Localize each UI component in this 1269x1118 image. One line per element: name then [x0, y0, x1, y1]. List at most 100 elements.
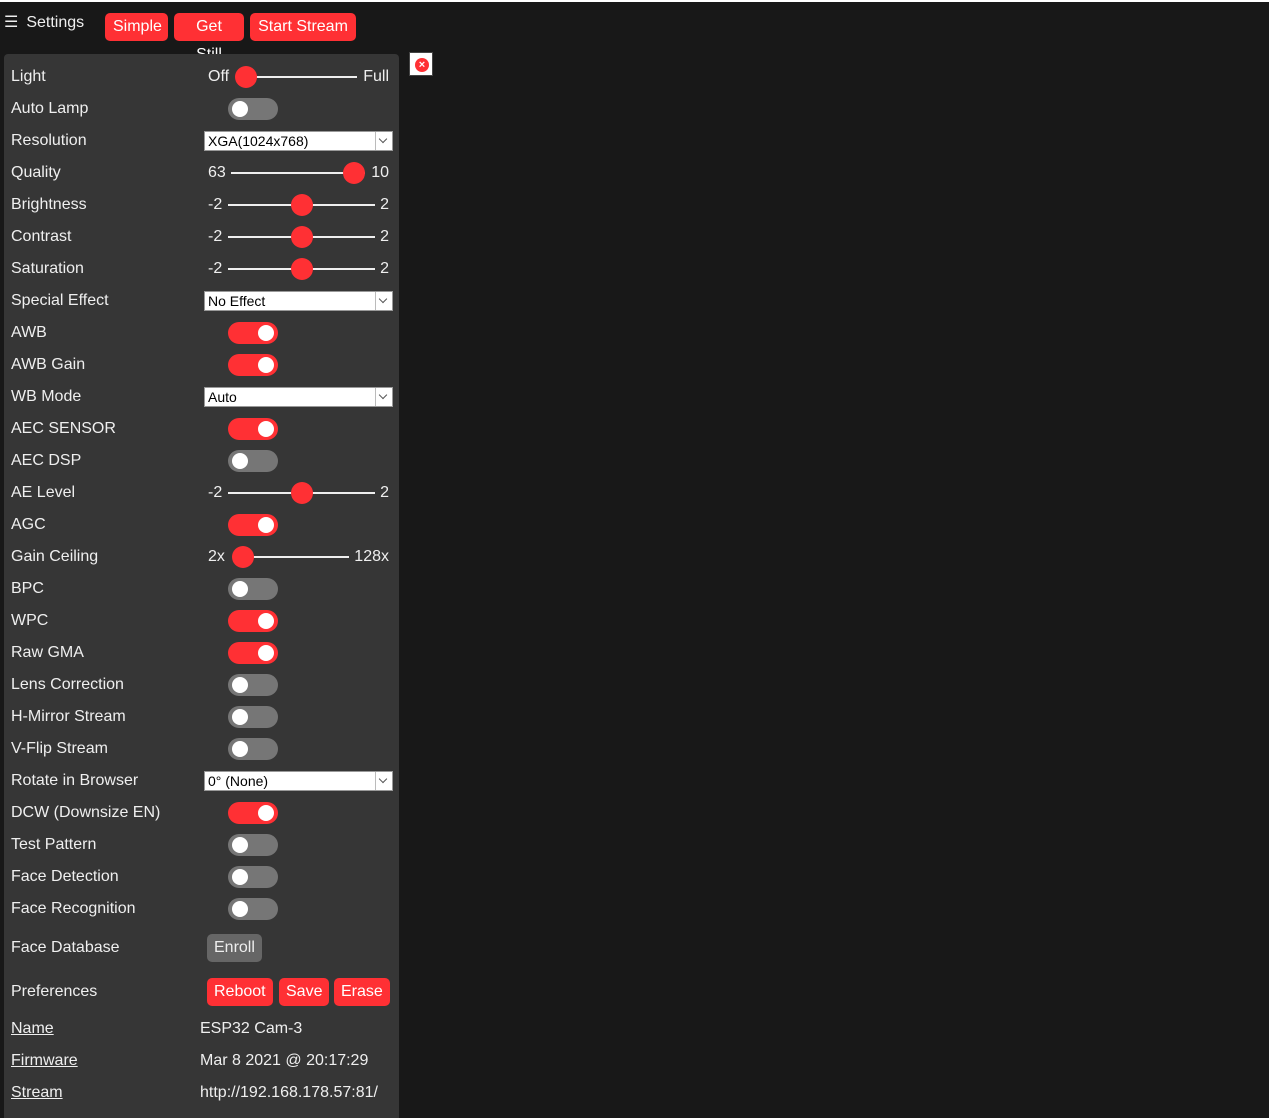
rotate-value: 0° (None) — [208, 773, 269, 789]
face-database-label: Face Database — [11, 939, 120, 956]
settings-toggle[interactable]: ☰ Settings — [4, 13, 84, 33]
firmware-value: Mar 8 2021 @ 20:17:29 — [200, 1052, 369, 1069]
stream-row: Stream http://192.168.178.57:81/ — [11, 1077, 393, 1109]
light-row: Light Off Full — [11, 61, 393, 93]
wb-mode-row: WB Mode Auto — [11, 381, 393, 413]
stream-link[interactable]: Stream — [11, 1084, 63, 1101]
aec-dsp-label: AEC DSP — [11, 452, 82, 469]
aec-sensor-label: AEC SENSOR — [11, 420, 116, 437]
get-still-button[interactable]: Get Still — [174, 13, 244, 63]
wpc-row: WPC — [11, 605, 393, 637]
start-stream-button[interactable]: Start Stream — [250, 13, 356, 41]
raw-gma-toggle[interactable] — [228, 642, 278, 664]
awb-gain-toggle[interactable] — [228, 354, 278, 376]
wb-mode-value: Auto — [208, 389, 237, 405]
awb-toggle[interactable] — [228, 322, 278, 344]
chevron-down-icon — [375, 772, 392, 790]
aec-dsp-row: AEC DSP — [11, 445, 393, 477]
gain-ceiling-track — [234, 556, 349, 558]
saturation-row: Saturation -2 2 — [11, 253, 393, 285]
brightness-thumb[interactable] — [291, 194, 313, 216]
brightness-min: -2 — [208, 196, 223, 213]
dcw-toggle[interactable] — [228, 802, 278, 824]
preferences-row: Preferences Reboot Save Erase — [11, 976, 393, 1008]
saturation-slider[interactable]: -2 2 — [204, 253, 393, 285]
contrast-slider[interactable]: -2 2 — [204, 221, 393, 253]
bpc-label: BPC — [11, 580, 44, 597]
gain-ceiling-thumb[interactable] — [232, 546, 254, 568]
v-flip-label: V-Flip Stream — [11, 740, 108, 757]
test-pattern-toggle[interactable] — [228, 834, 278, 856]
close-stream-button[interactable]: × — [409, 52, 433, 76]
aec-sensor-row: AEC SENSOR — [11, 413, 393, 445]
resolution-select[interactable]: XGA(1024x768) — [204, 131, 393, 151]
firmware-link[interactable]: Firmware — [11, 1052, 78, 1069]
wpc-label: WPC — [11, 612, 49, 629]
test-pattern-row: Test Pattern — [11, 829, 393, 861]
lens-correction-row: Lens Correction — [11, 669, 393, 701]
special-effect-select[interactable]: No Effect — [204, 291, 393, 311]
saturation-thumb[interactable] — [291, 258, 313, 280]
quality-max: 10 — [371, 164, 389, 181]
light-label: Light — [11, 68, 46, 85]
aec-sensor-toggle[interactable] — [228, 418, 278, 440]
toggle-knob — [232, 101, 248, 117]
ae-level-row: AE Level -2 2 — [11, 477, 393, 509]
wb-mode-select[interactable]: Auto — [204, 387, 393, 407]
brightness-row: Brightness -2 2 — [11, 189, 393, 221]
resolution-value: XGA(1024x768) — [208, 133, 309, 149]
contrast-thumb[interactable] — [291, 226, 313, 248]
face-detection-row: Face Detection — [11, 861, 393, 893]
v-flip-toggle[interactable] — [228, 738, 278, 760]
ae-level-thumb[interactable] — [291, 482, 313, 504]
toggle-knob — [258, 421, 274, 437]
name-link[interactable]: Name — [11, 1020, 54, 1037]
face-recognition-row: Face Recognition — [11, 893, 393, 925]
save-button[interactable]: Save — [279, 978, 330, 1006]
auto-lamp-toggle[interactable] — [228, 98, 278, 120]
wpc-toggle[interactable] — [228, 610, 278, 632]
brightness-slider[interactable]: -2 2 — [204, 189, 393, 221]
face-detection-toggle[interactable] — [228, 866, 278, 888]
quality-slider[interactable]: 63 10 — [204, 157, 393, 189]
light-thumb[interactable] — [235, 66, 257, 88]
name-row: Name ESP32 Cam-3 — [11, 1013, 393, 1045]
toggle-knob — [232, 581, 248, 597]
quality-thumb[interactable] — [343, 162, 365, 184]
h-mirror-toggle[interactable] — [228, 706, 278, 728]
auto-lamp-row: Auto Lamp — [11, 93, 393, 125]
agc-toggle[interactable] — [228, 514, 278, 536]
ae-level-label: AE Level — [11, 484, 76, 501]
gain-ceiling-slider[interactable]: 2x 128x — [204, 541, 393, 573]
stream-url[interactable]: http://192.168.178.57:81/ — [200, 1084, 378, 1101]
bpc-toggle[interactable] — [228, 578, 278, 600]
aec-dsp-toggle[interactable] — [228, 450, 278, 472]
lens-correction-label: Lens Correction — [11, 676, 124, 693]
rotate-select[interactable]: 0° (None) — [204, 771, 393, 791]
special-effect-label: Special Effect — [11, 292, 109, 309]
top-border — [0, 0, 1269, 2]
agc-label: AGC — [11, 516, 46, 533]
simple-button[interactable]: Simple — [105, 13, 168, 41]
reboot-button[interactable]: Reboot — [207, 978, 273, 1006]
chevron-down-icon — [375, 292, 392, 310]
light-max: Full — [363, 68, 389, 85]
ae-level-slider[interactable]: -2 2 — [204, 477, 393, 509]
saturation-min: -2 — [208, 260, 223, 277]
toggle-knob — [232, 869, 248, 885]
awb-label: AWB — [11, 324, 47, 341]
dcw-row: DCW (Downsize EN) — [11, 797, 393, 829]
toggle-knob — [232, 837, 248, 853]
face-recognition-toggle[interactable] — [228, 898, 278, 920]
lens-correction-toggle[interactable] — [228, 674, 278, 696]
light-slider[interactable]: Off Full — [204, 61, 393, 93]
erase-button[interactable]: Erase — [334, 978, 390, 1006]
rotate-label: Rotate in Browser — [11, 772, 139, 789]
contrast-min: -2 — [208, 228, 223, 245]
quality-row: Quality 63 10 — [11, 157, 393, 189]
toggle-knob — [232, 709, 248, 725]
chevron-down-icon — [375, 388, 392, 406]
enroll-button[interactable]: Enroll — [207, 934, 262, 962]
contrast-label: Contrast — [11, 228, 72, 245]
raw-gma-label: Raw GMA — [11, 644, 84, 661]
